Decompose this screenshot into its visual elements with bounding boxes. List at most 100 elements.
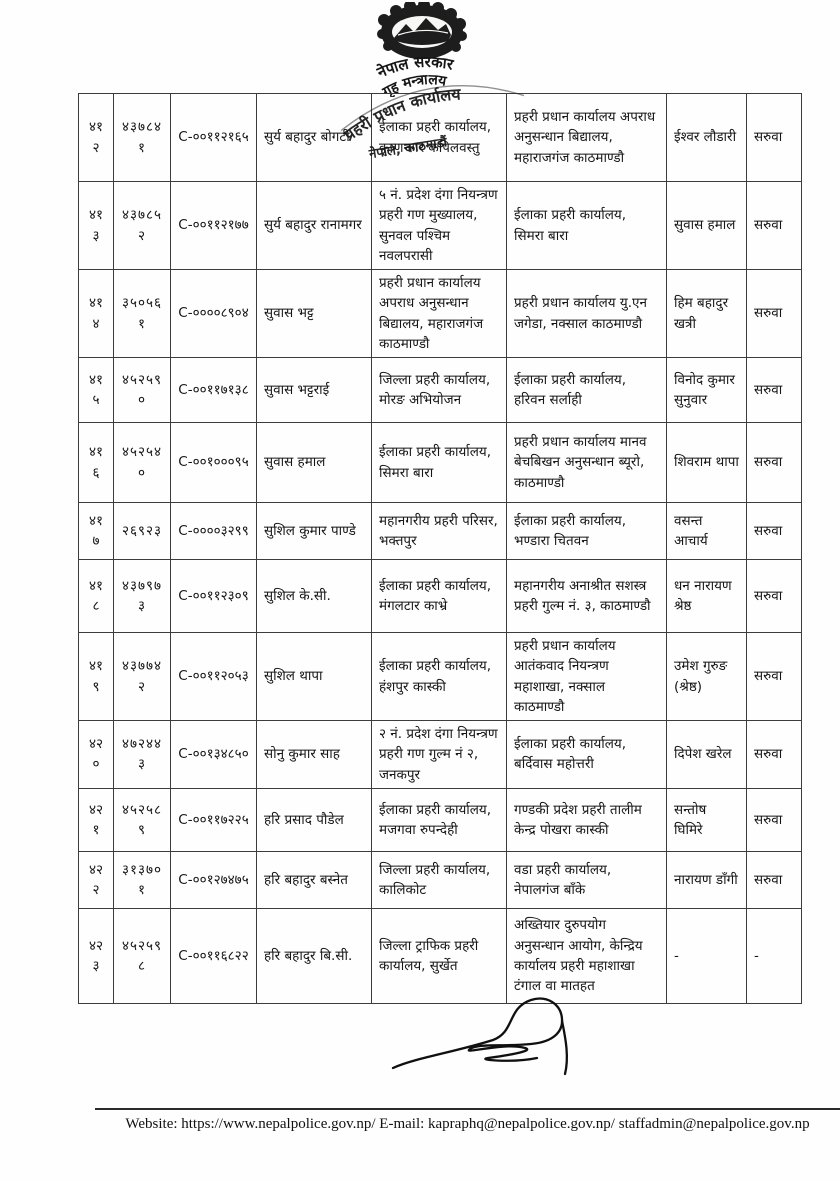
table-row: ४१४ ३५०५६१ C-००००८९०४ सुवास भट्ट प्रहरी प्रध… <box>78 269 802 358</box>
cell-officer-name: सुशिल कुमार पाण्डे <box>256 502 372 560</box>
cell-transfer-office: ईलाका प्रहरी कार्यालय, हरिवन सर्लाही <box>506 357 667 423</box>
cell-current-office: २ नं. प्रदेश दंगा नियन्त्रण प्रहरी गण गु… <box>371 720 507 789</box>
cell-action-type: सरुवा <box>746 93 802 182</box>
footer-divider <box>95 1108 840 1110</box>
signature-graphic <box>391 997 569 1076</box>
cell-serial-number: ४१८ <box>78 559 114 633</box>
cell-action-type: सरुवा <box>746 787 802 852</box>
transfer-table-body: ४१२ ४३७८४१ C-००११२१६५ सुर्य बहादुर बोगटी ईला… <box>78 93 802 1004</box>
cell-current-office: जिल्ला प्रहरी कार्यालय, मोरङ अभियोजन <box>371 357 507 423</box>
cell-transfer-office: ईलाका प्रहरी कार्यालय, बर्दिवास महोत्तरी <box>506 720 667 789</box>
emblem-graphic: नेपाल सरकार गृह मन्त्रालय <box>373 0 467 102</box>
cell-officer-name: हरि बहादुर बस्नेत <box>256 850 372 909</box>
table-row: ४२० ४७२४४३ C-००१३४८५० सोनु कुमार साह २ नं. प… <box>78 720 802 789</box>
table-row: ४१३ ४३७८५२ C-००११२१७७ सुर्य बहादुर रानामगर ५… <box>78 181 802 270</box>
cell-serial-number: ४२२ <box>78 850 114 909</box>
nepal-government-emblem: नेपाल सरकार गृह मन्त्रालय <box>352 0 492 102</box>
cell-serial-number: ४२३ <box>78 907 114 1004</box>
cell-serial-number: ४२१ <box>78 787 114 852</box>
cell-action-type: सरुवा <box>746 559 802 633</box>
cell-officer-name: सुवास भट्ट <box>256 269 372 358</box>
cell-current-office: ईलाका प्रहरी कार्यालय, मजगवा रुपन्देही <box>371 787 507 852</box>
cell-officer-name: सुवास भट्टराई <box>256 357 372 423</box>
cell-recommender-name: दिपेश खरेल <box>666 720 747 789</box>
cell-registration-number: २६९२३ <box>113 502 171 560</box>
cell-citizenship-code: C-००११२३०९ <box>170 559 257 633</box>
cell-officer-name: हरि प्रसाद पौडेल <box>256 787 372 852</box>
transfer-table: ४१२ ४३७८४१ C-००११२१६५ सुर्य बहादुर बोगटी ईला… <box>78 93 802 1004</box>
cell-transfer-office: प्रहरी प्रधान कार्यालय अपराध अनुसन्धान ब… <box>506 93 667 182</box>
cell-recommender-name: विनोद कुमार सुनुवार <box>666 357 747 423</box>
cell-registration-number: ४५२५८९ <box>113 787 171 852</box>
cell-citizenship-code: C-००००८९०४ <box>170 269 257 358</box>
cell-transfer-office: प्रहरी प्रधान कार्यालय यु.एन जगेडा, नक्स… <box>506 269 667 358</box>
cell-recommender-name: शिवराम थापा <box>666 422 747 503</box>
cell-action-type: सरुवा <box>746 850 802 909</box>
cell-current-office: जिल्ला प्रहरी कार्यालय, कालिकोट <box>371 850 507 909</box>
cell-transfer-office: ईलाका प्रहरी कार्यालय, भण्डारा चितवन <box>506 502 667 560</box>
table-row: ४२३ ४५२५९८ C-००११६८२२ हरि बहादुर बि.सी. जिल्… <box>78 907 802 1004</box>
cell-officer-name: सुर्य बहादुर रानामगर <box>256 181 372 270</box>
cell-action-type: सरुवा <box>746 720 802 789</box>
cell-serial-number: ४१९ <box>78 632 114 721</box>
cell-transfer-office: गण्डकी प्रदेश प्रहरी तालीम केन्द्र पोखरा… <box>506 787 667 852</box>
cell-action-type: - <box>746 907 802 1004</box>
cell-registration-number: ४३७९७३ <box>113 559 171 633</box>
cell-current-office: जिल्ला ट्राफिक प्रहरी कार्यालय, सुर्खेत <box>371 907 507 1004</box>
cell-action-type: सरुवा <box>746 357 802 423</box>
cell-current-office: ईलाका प्रहरी कार्यालय, मंगलटार काभ्रे <box>371 559 507 633</box>
cell-action-type: सरुवा <box>746 632 802 721</box>
cell-citizenship-code: C-००११२१७७ <box>170 181 257 270</box>
cell-registration-number: ४७२४४३ <box>113 720 171 789</box>
cell-recommender-name: ईश्वर लौडारी <box>666 93 747 182</box>
cell-officer-name: हरि बहादुर बि.सी. <box>256 907 372 1004</box>
cell-registration-number: ३१३७०१ <box>113 850 171 909</box>
cell-recommender-name: वसन्त आचार्य <box>666 502 747 560</box>
cell-registration-number: ४५२५४० <box>113 422 171 503</box>
cell-transfer-office: प्रहरी प्रधान कार्यालय आतंकवाद नियन्त्रण… <box>506 632 667 721</box>
cell-recommender-name: धन नारायण श्रेष्ठ <box>666 559 747 633</box>
cell-citizenship-code: C-००१०००९५ <box>170 422 257 503</box>
cell-serial-number: ४१२ <box>78 93 114 182</box>
cell-officer-name: सुवास हमाल <box>256 422 372 503</box>
cell-citizenship-code: C-००११७१३८ <box>170 357 257 423</box>
cell-serial-number: ४१५ <box>78 357 114 423</box>
cell-citizenship-code: C-००११६८२२ <box>170 907 257 1004</box>
cell-serial-number: ४१४ <box>78 269 114 358</box>
cell-citizenship-code: C-००१३४८५० <box>170 720 257 789</box>
table-row: ४१५ ४५२५९० C-००११७१३८ सुवास भट्टराई जिल्ला प… <box>78 357 802 423</box>
cell-citizenship-code: C-००००३२९९ <box>170 502 257 560</box>
cell-serial-number: ४२० <box>78 720 114 789</box>
cell-transfer-office: वडा प्रहरी कार्यालय, नेपालगंज बाँके <box>506 850 667 909</box>
table-row: ४१६ ४५२५४० C-००१०००९५ सुवास हमाल ईलाका प्रहर… <box>78 422 802 503</box>
table-row: ४१२ ४३७८४१ C-००११२१६५ सुर्य बहादुर बोगटी ईला… <box>78 93 802 182</box>
cell-action-type: सरुवा <box>746 502 802 560</box>
cell-serial-number: ४१६ <box>78 422 114 503</box>
cell-officer-name: सोनु कुमार साह <box>256 720 372 789</box>
table-row: ४२१ ४५२५८९ C-००११७२२५ हरि प्रसाद पौडेल ईलाका… <box>78 787 802 852</box>
cell-recommender-name: - <box>666 907 747 1004</box>
table-row: ४१९ ४३७७४२ C-००११२०५३ सुशिल थापा ईलाका प्रहर… <box>78 632 802 721</box>
cell-recommender-name: सुवास हमाल <box>666 181 747 270</box>
cell-action-type: सरुवा <box>746 181 802 270</box>
cell-citizenship-code: C-००११२०५३ <box>170 632 257 721</box>
cell-citizenship-code: C-००१२७४७५ <box>170 850 257 909</box>
cell-registration-number: ४५२५९८ <box>113 907 171 1004</box>
table-row: ४१७ २६९२३ C-००००३२९९ सुशिल कुमार पाण्डे महान… <box>78 502 802 560</box>
cell-transfer-office: अख्तियार दुरुपयोग अनुसन्धान आयोग, केन्द्… <box>506 907 667 1004</box>
cell-citizenship-code: C-००११२१६५ <box>170 93 257 182</box>
cell-recommender-name: उमेश गुरुङ (श्रेष्ठ) <box>666 632 747 721</box>
cell-recommender-name: हिम बहादुर खत्री <box>666 269 747 358</box>
cell-recommender-name: नारायण डाँगी <box>666 850 747 909</box>
cell-transfer-office: ईलाका प्रहरी कार्यालय, सिमरा बारा <box>506 181 667 270</box>
cell-current-office: ईलाका प्रहरी कार्यालय, सिमरा बारा <box>371 422 507 503</box>
cell-current-office: प्रहरी प्रधान कार्यालय अपराध अनुसन्धान ब… <box>371 269 507 358</box>
cell-transfer-office: प्रहरी प्रधान कार्यालय मानव बेचबिखन अनुस… <box>506 422 667 503</box>
cell-current-office: महानगरीय प्रहरी परिसर, भक्तपुर <box>371 502 507 560</box>
cell-registration-number: ३५०५६१ <box>113 269 171 358</box>
cell-current-office: ५ नं. प्रदेश दंगा नियन्त्रण प्रहरी गण मु… <box>371 181 507 270</box>
cell-recommender-name: सन्तोष घिमिरे <box>666 787 747 852</box>
cell-registration-number: ४३७७४२ <box>113 632 171 721</box>
cell-officer-name: सुशिल के.सी. <box>256 559 372 633</box>
